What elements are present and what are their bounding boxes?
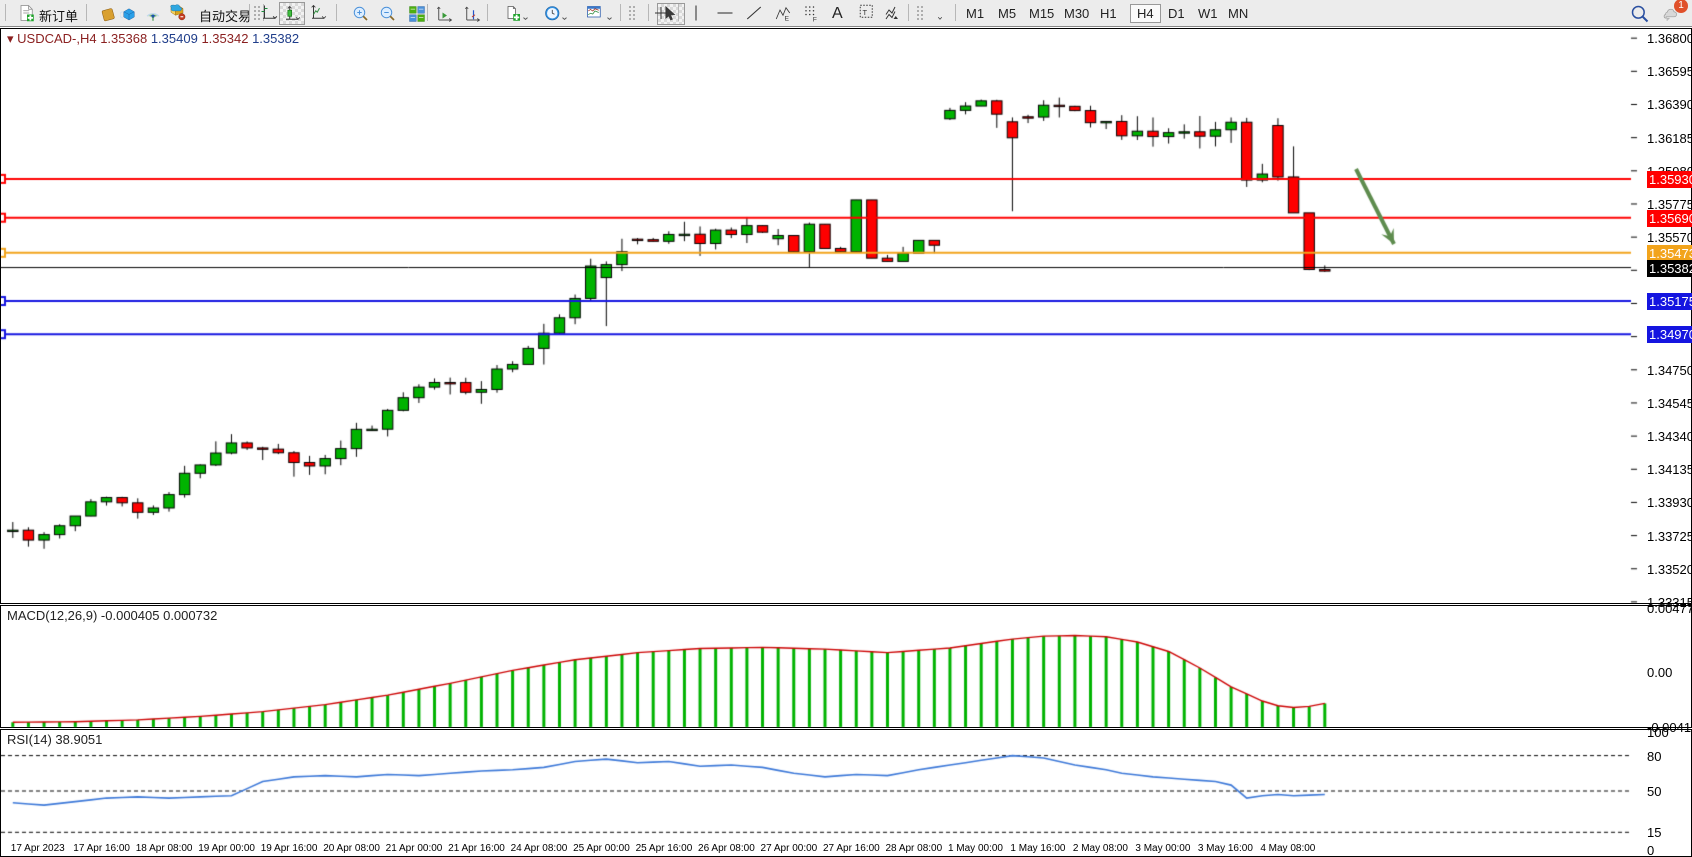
svg-text:F: F <box>813 16 817 22</box>
svg-text:E: E <box>785 16 790 23</box>
svg-text:T: T <box>863 8 868 17</box>
